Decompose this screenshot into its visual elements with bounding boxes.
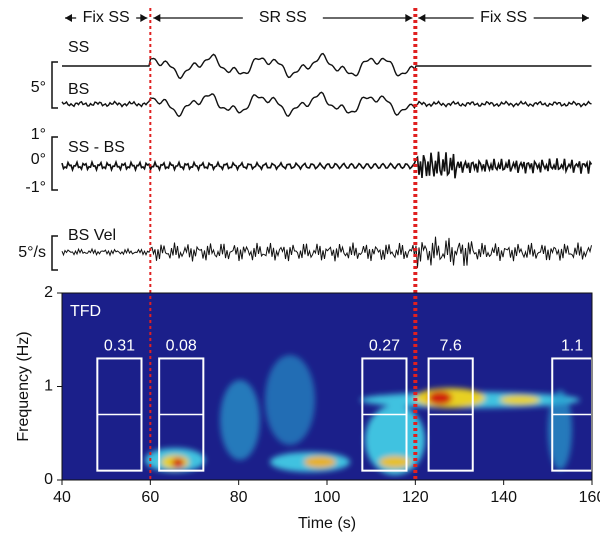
window-label: 0.31 <box>104 338 135 355</box>
trace-label: BS <box>68 81 89 98</box>
x-tick-label: 60 <box>141 489 159 506</box>
x-tick-label: 140 <box>490 489 517 506</box>
y-axis-label: Frequency (Hz) <box>15 331 32 441</box>
window-label: 0.08 <box>166 338 197 355</box>
phase-label: SR SS <box>259 9 307 26</box>
window-label: 1.1 <box>561 338 583 355</box>
x-tick-label: 40 <box>53 489 71 506</box>
label-bg <box>66 39 96 57</box>
x-tick-label: 120 <box>402 489 429 506</box>
ss-trace <box>62 52 592 80</box>
scale-label: 0° <box>31 151 46 168</box>
window-label: 0.27 <box>369 338 400 355</box>
window-label: 7.6 <box>440 338 462 355</box>
label-bg <box>66 139 154 157</box>
scale-bar <box>51 61 58 109</box>
x-tick-label: 160 <box>579 489 600 506</box>
y-tick-label: 0 <box>44 471 53 488</box>
y-tick-label: 2 <box>44 284 53 301</box>
label-bg <box>66 81 96 99</box>
label-bg <box>76 6 137 30</box>
phase-label: Fix SS <box>83 9 130 26</box>
scale-bar <box>51 136 58 191</box>
scale-label: -1° <box>25 179 46 196</box>
trace-label: SS <box>68 39 89 56</box>
scale-label: 5° <box>31 79 46 96</box>
panel-label: TFD <box>70 303 101 320</box>
label-bg <box>242 6 323 30</box>
phase-label: Fix SS <box>480 9 527 26</box>
diff-trace <box>61 151 593 179</box>
x-tick-label: 100 <box>314 489 341 506</box>
label-bg <box>473 6 534 30</box>
scale-label: 1° <box>31 126 46 143</box>
trace-label: SS - BS <box>68 139 125 156</box>
vel-trace <box>61 236 592 268</box>
scale-label: 5°/s <box>18 244 46 261</box>
scale-bar <box>51 235 58 271</box>
bs-trace <box>61 91 592 118</box>
trace-label: BS Vel <box>68 227 116 244</box>
tfd-blobs <box>145 355 580 475</box>
x-axis-label: Time (s) <box>298 515 356 532</box>
x-tick-label: 80 <box>230 489 248 506</box>
y-tick-label: 1 <box>44 378 53 395</box>
label-bg <box>66 227 138 245</box>
